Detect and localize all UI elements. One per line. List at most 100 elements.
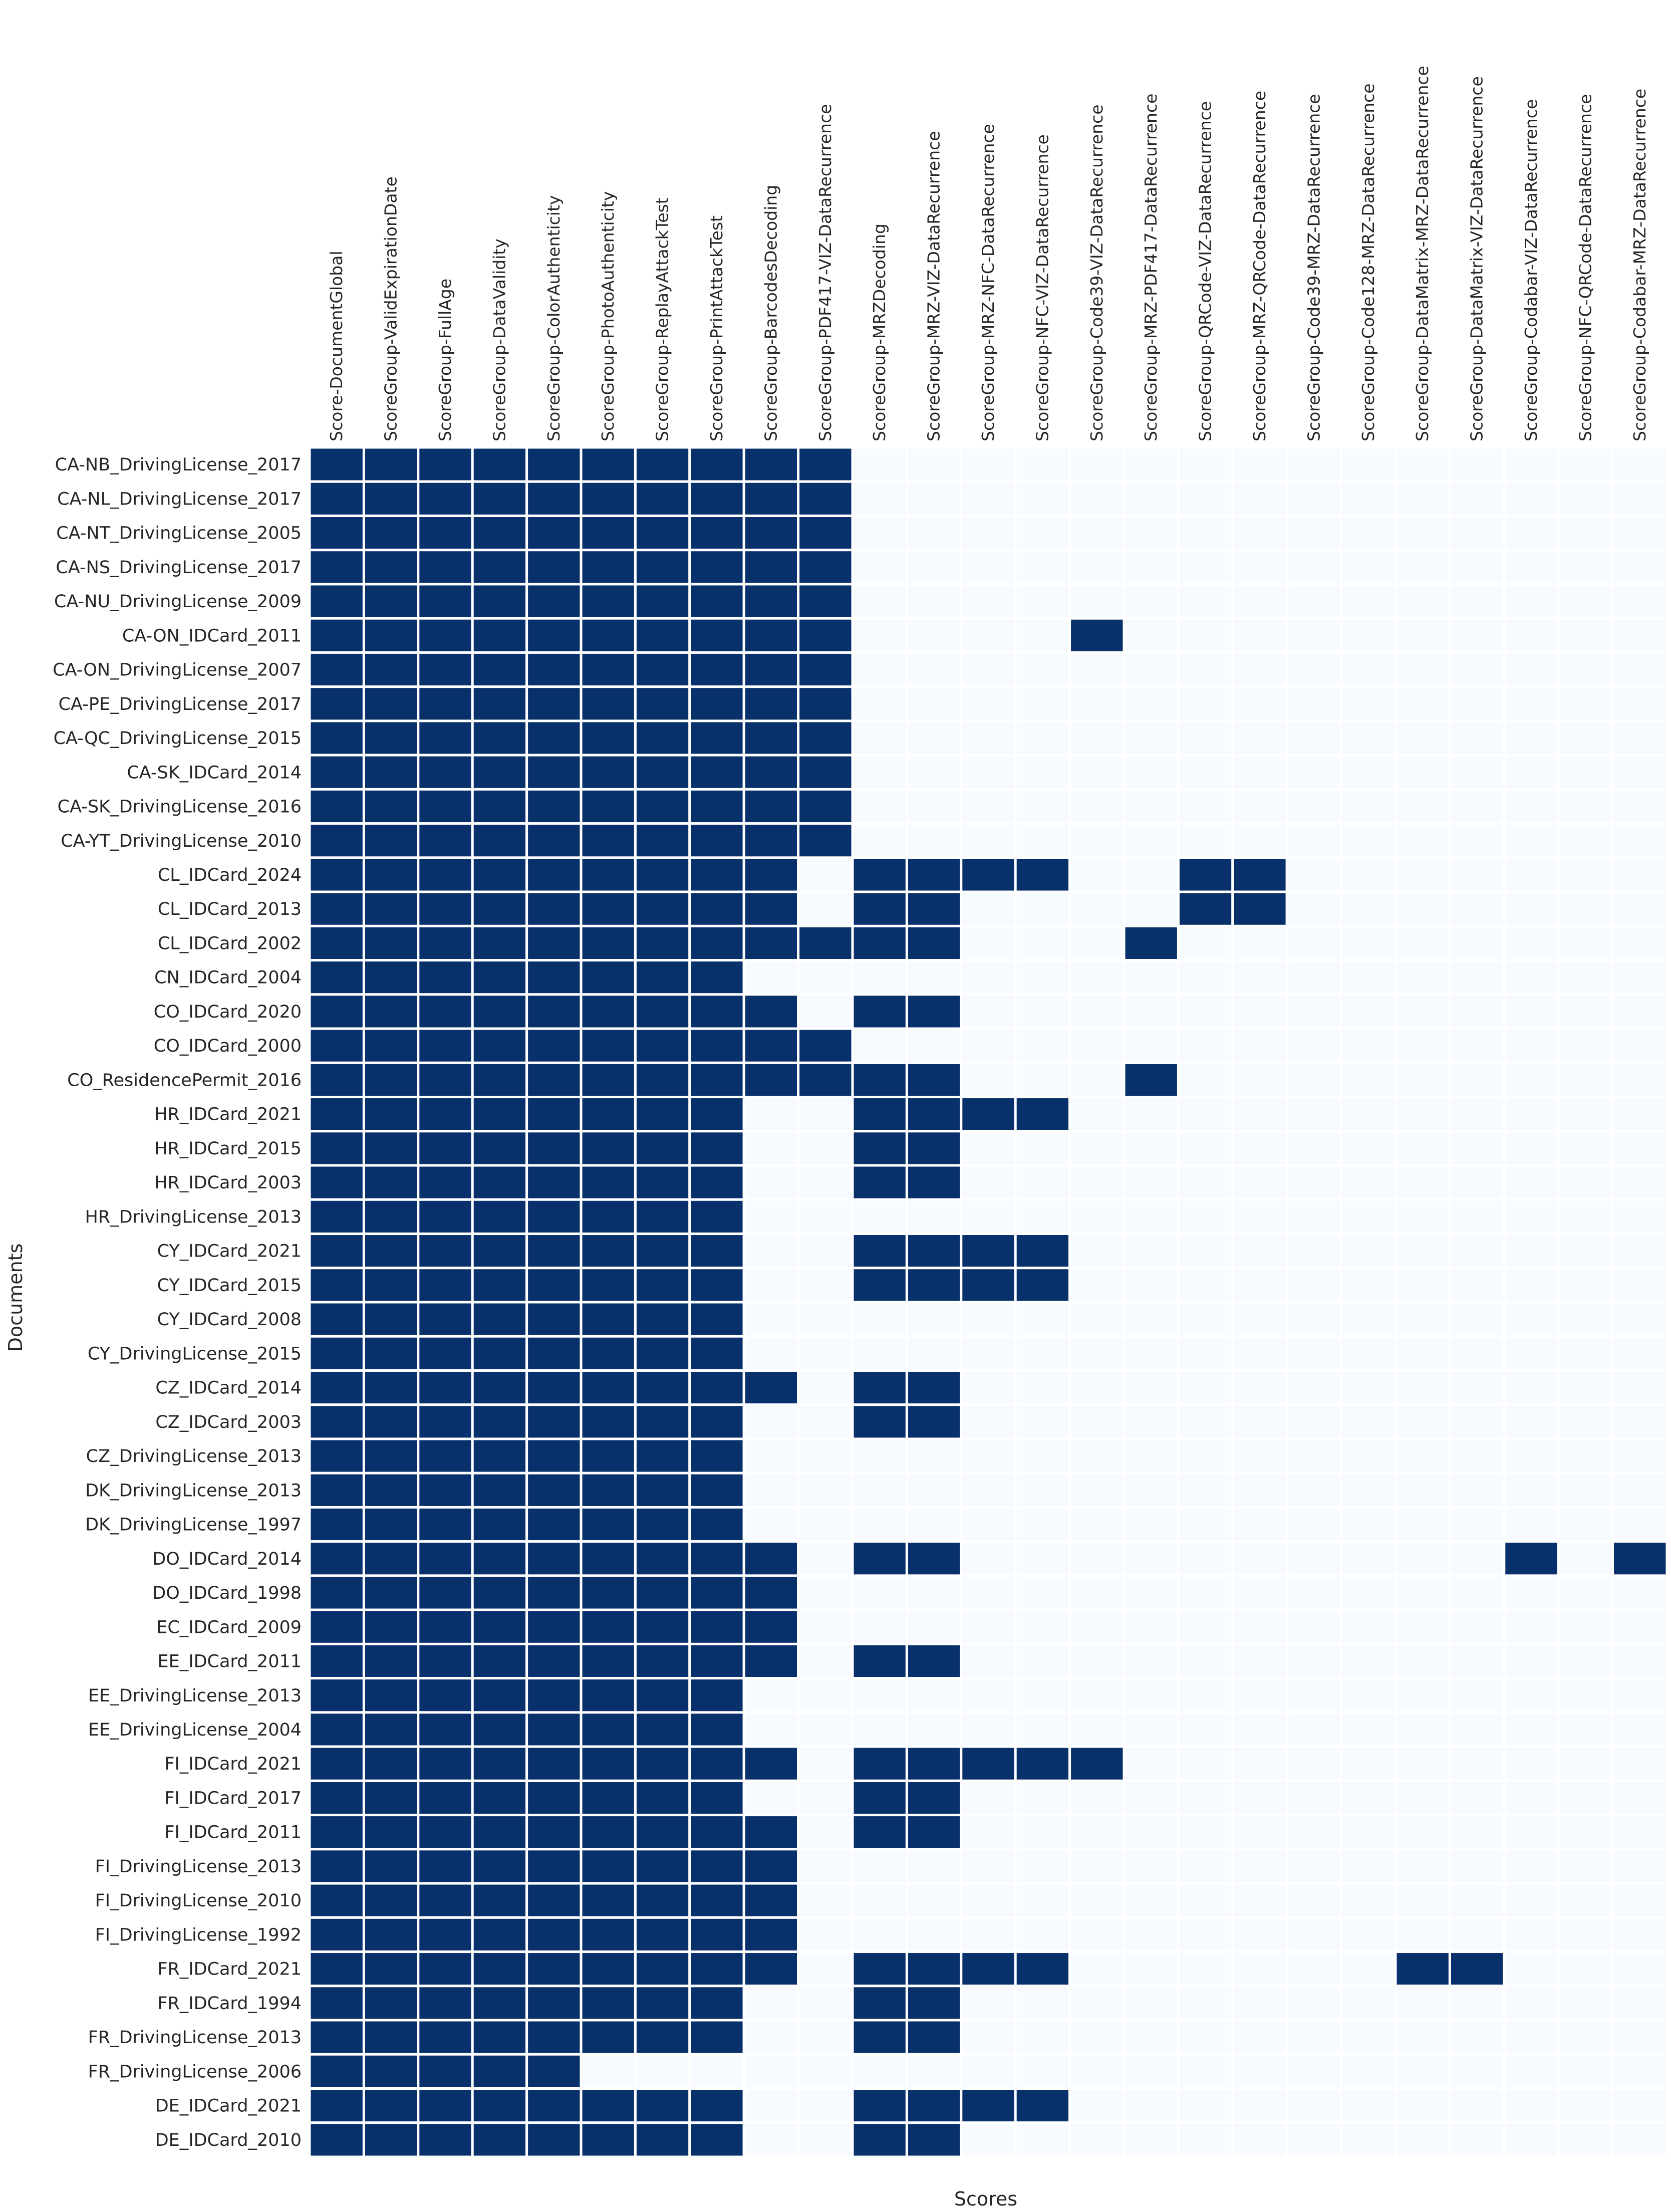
heatmap-cell [1394, 890, 1451, 927]
heatmap-cell [1068, 1677, 1126, 1714]
heatmap-cell [1448, 480, 1506, 517]
heatmap-cell [960, 1267, 1017, 1304]
column-label: ScoreGroup-QRCode-VIZ-DataRecurrence [1196, 101, 1215, 441]
heatmap-cell [688, 1711, 745, 1748]
heatmap-cell [851, 1164, 908, 1201]
heatmap-cell [1394, 924, 1451, 962]
heatmap-cell [1448, 1745, 1506, 1782]
heatmap-cell [905, 1882, 963, 1919]
heatmap-cell [1123, 1096, 1180, 1133]
heatmap-cell [1340, 685, 1397, 722]
heatmap-cell [960, 1403, 1017, 1440]
heatmap-cell [525, 1369, 583, 1406]
heatmap-cell [851, 1848, 908, 1885]
heatmap-cell [1340, 1233, 1397, 1270]
heatmap-cell [1068, 1608, 1126, 1645]
heatmap-cell [471, 993, 528, 1030]
heatmap-cell [905, 856, 963, 893]
heatmap-cell [1394, 1848, 1451, 1885]
heatmap-cell [1503, 1061, 1560, 1099]
heatmap-cell [1231, 1335, 1288, 1372]
row-label: DE_IDCard_2021 [155, 2096, 302, 2116]
column-label: ScoreGroup-MRZ-NFC-DataRecurrence [978, 124, 998, 441]
heatmap-cell [471, 890, 528, 927]
heatmap-cell [525, 1437, 583, 1474]
heatmap-cell [905, 1608, 963, 1645]
heatmap-cell [688, 924, 745, 962]
heatmap-cell [1231, 924, 1288, 962]
heatmap-cell [1340, 1164, 1397, 1201]
heatmap-cell [960, 446, 1017, 483]
heatmap-cell [1177, 1301, 1234, 1338]
heatmap-cell [960, 924, 1017, 962]
heatmap-cell [525, 1848, 583, 1885]
heatmap-cell [1285, 514, 1343, 552]
row-label: CA-SK_IDCard_2014 [127, 763, 302, 783]
heatmap-cell [1611, 890, 1668, 927]
heatmap-cell [851, 1540, 908, 1577]
heatmap-cell [1285, 788, 1343, 825]
heatmap-cell [1068, 1642, 1126, 1680]
heatmap-cell [1394, 446, 1451, 483]
heatmap-cell [742, 2087, 800, 2124]
heatmap-cell [1557, 1779, 1614, 1817]
heatmap-cell [688, 617, 745, 654]
heatmap-cell [1231, 1267, 1288, 1304]
heatmap-cell [1503, 1130, 1560, 1167]
row-label: FR_IDCard_1994 [157, 1994, 302, 2014]
heatmap-cell [308, 2053, 365, 2090]
heatmap-cell [1231, 754, 1288, 791]
heatmap-cell [960, 1335, 1017, 1372]
heatmap-cell [742, 446, 800, 483]
heatmap-cell [1123, 2053, 1180, 2090]
heatmap-cell [960, 651, 1017, 688]
heatmap-cell [1014, 1711, 1071, 1748]
heatmap-cell [851, 1233, 908, 1270]
heatmap-cell [308, 856, 365, 893]
heatmap-cell [417, 446, 474, 483]
column-label: ScoreGroup-DataMatrix-VIZ-DataRecurrence [1467, 76, 1487, 441]
heatmap-cell [417, 1950, 474, 1988]
heatmap-cell [580, 651, 637, 688]
heatmap-cell [417, 2087, 474, 2124]
heatmap-cell [308, 1164, 365, 1201]
heatmap-cell [688, 1267, 745, 1304]
row-label: CA-SK_DrivingLicense_2016 [58, 797, 302, 817]
heatmap-cell [362, 1267, 420, 1304]
heatmap-cell [1394, 480, 1451, 517]
heatmap-cell [742, 719, 800, 757]
heatmap-cell [688, 1403, 745, 1440]
heatmap-cell [1611, 1848, 1668, 1885]
heatmap-cell [1068, 1950, 1126, 1988]
heatmap-cell [797, 1608, 854, 1645]
row-label: CL_IDCard_2002 [158, 933, 302, 953]
column-label: ScoreGroup-PDF417-VIZ-DataRecurrence [815, 104, 835, 441]
heatmap-cell [1177, 1130, 1234, 1167]
heatmap-cell [1231, 1574, 1288, 1611]
heatmap-cell [851, 788, 908, 825]
heatmap-cell [580, 1950, 637, 1988]
heatmap-cell [1177, 1164, 1234, 1201]
heatmap-cell [960, 719, 1017, 757]
heatmap-cell [308, 924, 365, 962]
heatmap-cell [1068, 788, 1126, 825]
heatmap-cell [851, 1369, 908, 1406]
heatmap-cell [525, 2053, 583, 2090]
heatmap-cell [1557, 2087, 1614, 2124]
heatmap-cell [580, 1985, 637, 2022]
heatmap-cell [1340, 583, 1397, 620]
heatmap-cell [525, 1882, 583, 1919]
heatmap-cell [525, 1916, 583, 1953]
heatmap-cell [580, 822, 637, 859]
heatmap-cell [1231, 1745, 1288, 1782]
heatmap-cell [905, 1745, 963, 1782]
heatmap-cell [1068, 514, 1126, 552]
heatmap-cell [851, 1950, 908, 1988]
heatmap-cell [1394, 1335, 1451, 1372]
heatmap-cell [525, 1335, 583, 1372]
heatmap-cell [362, 1916, 420, 1953]
heatmap-cell [1340, 549, 1397, 586]
row-label: CN_IDCard_2004 [154, 968, 302, 988]
heatmap-cell [1557, 1985, 1614, 2022]
heatmap-cell [1340, 890, 1397, 927]
